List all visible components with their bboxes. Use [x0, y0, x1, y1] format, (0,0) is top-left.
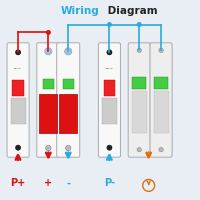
Text: Diagram: Diagram: [104, 6, 158, 16]
Bar: [102, 98, 117, 124]
Bar: [11, 98, 26, 124]
FancyBboxPatch shape: [37, 43, 60, 157]
FancyBboxPatch shape: [57, 43, 80, 157]
Bar: [132, 77, 146, 89]
Circle shape: [46, 145, 51, 151]
Bar: [154, 77, 168, 89]
FancyBboxPatch shape: [98, 43, 120, 157]
Bar: [132, 91, 147, 133]
FancyBboxPatch shape: [7, 43, 29, 157]
FancyBboxPatch shape: [128, 43, 150, 157]
Text: CNLAG: CNLAG: [14, 68, 22, 69]
Circle shape: [108, 23, 111, 26]
Bar: [43, 79, 54, 89]
Circle shape: [15, 50, 21, 55]
Text: Wiring: Wiring: [60, 6, 99, 16]
Circle shape: [107, 50, 112, 55]
Text: CNLAG: CNLAG: [106, 68, 113, 69]
Text: +: +: [44, 178, 52, 188]
Bar: [63, 79, 74, 89]
Bar: [104, 80, 115, 96]
Circle shape: [47, 31, 50, 34]
Circle shape: [137, 23, 141, 26]
Text: -: -: [66, 178, 70, 188]
Circle shape: [107, 145, 112, 150]
Circle shape: [46, 145, 51, 151]
Circle shape: [66, 145, 71, 151]
Circle shape: [159, 147, 163, 152]
Bar: [154, 91, 169, 133]
Circle shape: [46, 49, 51, 54]
Bar: [12, 80, 24, 96]
FancyBboxPatch shape: [150, 43, 172, 157]
Circle shape: [137, 147, 141, 152]
Circle shape: [137, 48, 141, 53]
Text: P+: P+: [10, 178, 26, 188]
Circle shape: [159, 48, 163, 53]
Text: P-: P-: [104, 178, 115, 188]
Circle shape: [66, 49, 71, 54]
Circle shape: [66, 145, 71, 151]
Bar: [59, 94, 77, 133]
Circle shape: [15, 145, 21, 150]
Bar: [39, 94, 57, 133]
